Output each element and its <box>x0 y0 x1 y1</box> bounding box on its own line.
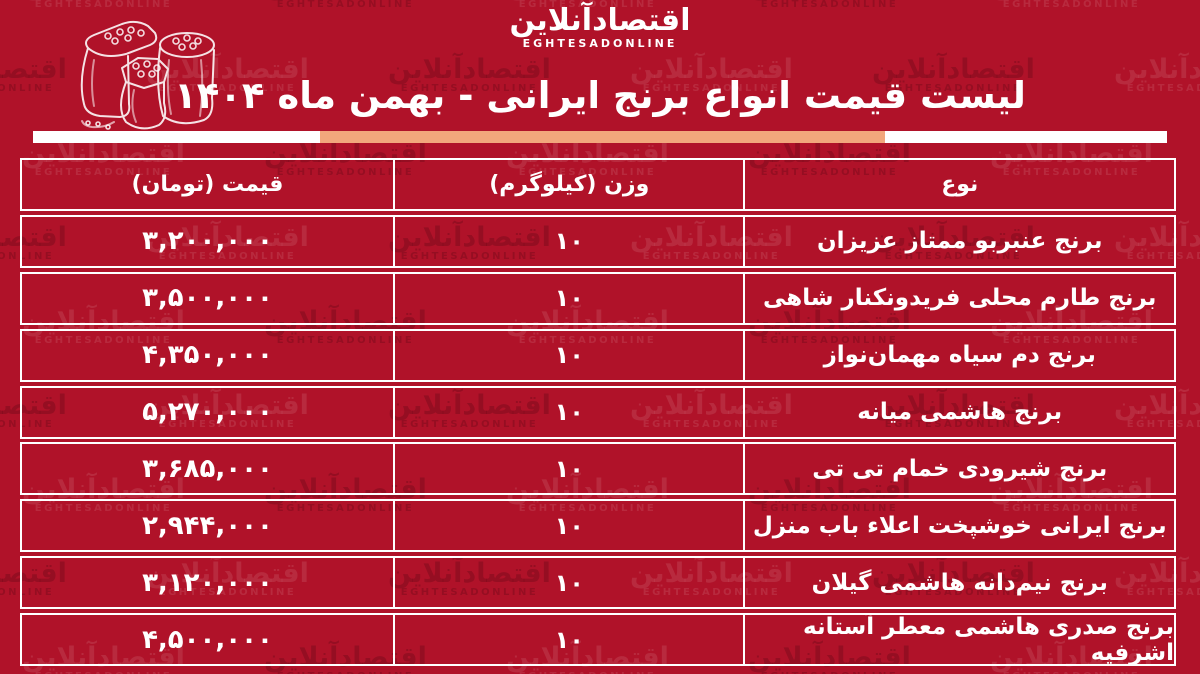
rice-type-cell: برنج صدری هاشمی معطر آستانه اشرفیه <box>803 615 1174 664</box>
rice-type-cell: برنج شیرودی خمام تی تی <box>812 455 1108 482</box>
weight-cell: ۱۰ <box>392 273 746 323</box>
table-row: برنج صدری هاشمی معطر آستانه اشرفیه ۱۰ ۴,… <box>20 613 1176 666</box>
weight-cell: ۱۰ <box>392 387 746 437</box>
table-row: برنج هاشمی میانه ۱۰ ۵,۲۷۰,۰۰۰ <box>20 385 1176 439</box>
table-row: برنج طارم محلی فریدونکنار شاهی ۱۰ ۳,۵۰۰,… <box>20 271 1176 325</box>
weight-cell: ۱۰ <box>392 444 746 494</box>
rice-type-cell: برنج هاشمی میانه <box>857 399 1063 425</box>
title-divider-accent <box>320 131 885 143</box>
price-table: نوع وزن (کیلوگرم) قیمت (تومان) برنج عنبر… <box>20 158 1176 666</box>
rice-type-cell: برنج دم سیاه مهمان‌نواز <box>823 342 1096 369</box>
rice-type-cell: برنج عنبربو ممتاز عزیزان <box>817 228 1103 255</box>
column-header-price: قیمت (تومان) <box>131 172 284 197</box>
price-cell: ۴,۵۰۰,۰۰۰ <box>142 624 273 655</box>
column-header-weight: وزن (کیلوگرم) <box>392 160 746 209</box>
price-cell: ۳,۶۸۵,۰۰۰ <box>142 453 273 484</box>
rice-sacks-illustration <box>68 8 236 138</box>
brand-logo-en: EGHTESADONLINE <box>522 37 678 50</box>
title-divider <box>33 131 1167 143</box>
price-cell: ۳,۱۲۰,۰۰۰ <box>142 567 273 598</box>
table-row: برنج دم سیاه مهمان‌نواز ۱۰ ۴,۳۵۰,۰۰۰ <box>20 328 1176 382</box>
table-row: برنج ایرانی خوشپخت اعلاء باب منزل ۱۰ ۲,۹… <box>20 499 1176 553</box>
brand-logo: اقتصادآنلاین EGHTESADONLINE <box>0 3 1200 50</box>
page-title: لیست قیمت انواع برنج ایرانی - بهمن ماه ۱… <box>174 74 1026 117</box>
table-row: برنج نیم‌دانه هاشمی گیلان ۱۰ ۳,۱۲۰,۰۰۰ <box>20 556 1176 610</box>
weight-cell: ۱۰ <box>392 216 746 266</box>
price-cell: ۳,۵۰۰,۰۰۰ <box>142 283 273 314</box>
rice-type-cell: برنج ایرانی خوشپخت اعلاء باب منزل <box>752 512 1167 539</box>
table-row: برنج شیرودی خمام تی تی ۱۰ ۳,۶۸۵,۰۰۰ <box>20 442 1176 496</box>
price-cell: ۲,۹۴۴,۰۰۰ <box>142 510 273 541</box>
rice-type-cell: برنج نیم‌دانه هاشمی گیلان <box>811 569 1108 596</box>
price-cell: ۵,۲۷۰,۰۰۰ <box>142 397 273 427</box>
table-header-row: نوع وزن (کیلوگرم) قیمت (تومان) <box>20 158 1176 211</box>
rice-sacks-icon <box>80 20 215 130</box>
weight-cell: ۱۰ <box>392 615 746 664</box>
table-row: برنج عنبربو ممتاز عزیزان ۱۰ ۳,۲۰۰,۰۰۰ <box>20 214 1176 268</box>
brand-logo-fa: اقتصادآنلاین <box>509 3 691 38</box>
price-cell: ۳,۲۰۰,۰۰۰ <box>142 226 273 257</box>
weight-cell: ۱۰ <box>392 558 746 608</box>
price-cell: ۴,۳۵۰,۰۰۰ <box>142 340 273 371</box>
column-header-type: نوع <box>941 172 979 197</box>
weight-cell: ۱۰ <box>392 330 746 380</box>
rice-type-cell: برنج طارم محلی فریدونکنار شاهی <box>763 285 1157 312</box>
weight-cell: ۱۰ <box>392 501 746 551</box>
